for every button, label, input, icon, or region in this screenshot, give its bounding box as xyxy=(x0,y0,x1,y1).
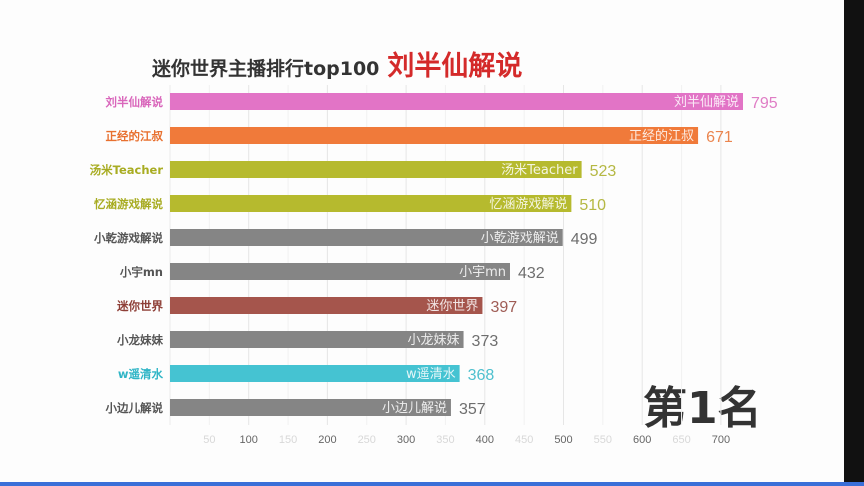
progress-bar xyxy=(0,482,864,486)
category-label: 汤米Teacher xyxy=(90,163,164,177)
category-label: 小边儿解说 xyxy=(105,401,164,415)
category-label: 忆涵游戏解说 xyxy=(94,197,163,211)
highlight-name: 刘半仙解说 xyxy=(387,51,523,82)
x-tick-label: 450 xyxy=(515,434,533,446)
bar-inner-label: 小龙妹妹 xyxy=(408,333,460,348)
x-tick-label: 50 xyxy=(203,434,215,446)
bar-inner-label: 汤米Teacher xyxy=(501,163,578,178)
bar xyxy=(170,331,464,348)
x-tick-label: 150 xyxy=(279,434,297,446)
value-label: 368 xyxy=(468,367,495,384)
value-label: 357 xyxy=(459,401,486,418)
category-label: 迷你世界 xyxy=(116,299,163,313)
x-tick-label: 400 xyxy=(476,434,494,446)
bar xyxy=(170,93,743,110)
value-label: 523 xyxy=(590,163,617,180)
category-label: 小乾游戏解说 xyxy=(93,231,163,245)
x-tick-label: 300 xyxy=(397,434,415,446)
bar xyxy=(170,263,510,280)
category-label: 小龙妹妹 xyxy=(116,333,163,347)
video-side-bar xyxy=(844,0,864,486)
chart-title: 迷你世界主播排行top100 刘半仙解说 xyxy=(152,44,522,83)
value-label: 510 xyxy=(579,197,606,214)
value-label: 499 xyxy=(571,231,598,248)
bar-inner-label: 小宇mn xyxy=(459,265,506,280)
value-label: 432 xyxy=(518,265,545,282)
bar xyxy=(170,399,451,416)
bar xyxy=(170,365,460,382)
bar xyxy=(170,229,563,246)
x-tick-label: 550 xyxy=(594,434,612,446)
bar xyxy=(170,127,699,144)
bar-inner-label: 小乾游戏解说 xyxy=(481,231,559,246)
category-label: 小宇mn xyxy=(119,265,163,279)
bar xyxy=(170,297,483,314)
bar-inner-label: 小边儿解说 xyxy=(382,401,447,416)
bar-inner-label: 忆涵游戏解说 xyxy=(489,196,567,212)
category-label: 刘半仙解说 xyxy=(106,95,164,109)
x-tick-label: 350 xyxy=(436,434,454,446)
value-label: 795 xyxy=(751,95,778,112)
x-tick-label: 200 xyxy=(318,434,336,446)
value-label: 671 xyxy=(706,129,733,146)
x-tick-label: 650 xyxy=(672,434,690,446)
category-label: 正经的江叔 xyxy=(106,129,164,143)
value-label: 373 xyxy=(472,333,499,350)
x-tick-label: 600 xyxy=(633,434,651,446)
x-tick-label: 500 xyxy=(554,434,572,446)
x-tick-label: 250 xyxy=(358,434,376,446)
bar-inner-label: 刘半仙解说 xyxy=(674,95,739,110)
bar xyxy=(170,195,572,212)
x-tick-label: 700 xyxy=(712,434,730,446)
rank-label: 第1名 xyxy=(643,383,762,434)
bar-inner-label: 正经的江叔 xyxy=(629,128,694,144)
value-label: 397 xyxy=(490,299,517,316)
x-tick-label: 100 xyxy=(240,434,258,446)
bar-inner-label: w遥清水 xyxy=(406,367,456,382)
title-text: 迷你世界主播排行top100 xyxy=(152,58,380,80)
bar xyxy=(170,161,582,178)
category-label: w遥清水 xyxy=(118,367,164,381)
bar-inner-label: 迷你世界 xyxy=(426,299,478,314)
